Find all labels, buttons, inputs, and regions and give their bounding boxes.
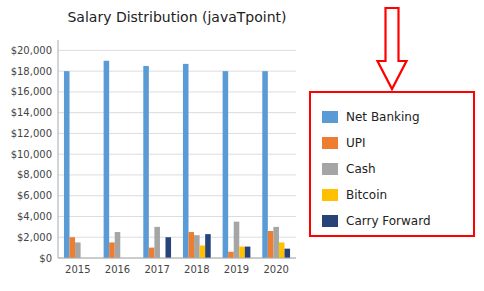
- bar: [143, 66, 149, 258]
- bar: [149, 248, 155, 258]
- bar: [228, 252, 234, 258]
- grid-line: [58, 154, 296, 155]
- bar: [75, 242, 81, 258]
- legend-swatch: [322, 111, 338, 123]
- y-tick-label: $10,000: [11, 149, 52, 160]
- y-tick-label: $14,000: [11, 107, 52, 118]
- y-tick-label: $0: [39, 253, 52, 264]
- grid-line: [58, 258, 296, 259]
- x-tick-label: 2020: [263, 264, 288, 275]
- legend: Net Banking UPI Cash Bitcoin Carry Forward: [310, 92, 474, 236]
- legend-swatch: [322, 137, 338, 149]
- y-tick-label: $6,000: [17, 190, 52, 201]
- bars: [64, 61, 290, 258]
- bar: [234, 222, 240, 258]
- legend-swatch: [322, 163, 338, 175]
- bar: [284, 249, 290, 258]
- chart: Salary Distribution (javaTpoint) $0 $2,000…: [0, 0, 484, 291]
- grid-line: [58, 195, 296, 196]
- grid-line: [58, 174, 296, 175]
- legend-swatch: [322, 215, 338, 227]
- legend-label: UPI: [346, 136, 366, 150]
- bar: [205, 234, 211, 258]
- x-tick-label: 2015: [65, 264, 90, 275]
- bar: [279, 242, 285, 258]
- x-tick-label: 2017: [144, 264, 169, 275]
- grid-line: [58, 91, 296, 92]
- bar: [109, 242, 115, 258]
- y-tick-label: $8,000: [17, 169, 52, 180]
- arrow: [378, 8, 407, 89]
- grid-line: [58, 50, 296, 51]
- bar: [200, 246, 206, 258]
- legend-label: Net Banking: [346, 110, 420, 124]
- bar: [70, 237, 76, 258]
- bar: [64, 71, 70, 258]
- bar: [104, 61, 110, 258]
- grid-line: [58, 112, 296, 113]
- bar: [262, 71, 268, 258]
- x-tick-label: 2019: [224, 264, 249, 275]
- bar: [239, 247, 245, 258]
- x-tick-label: 2018: [184, 264, 209, 275]
- bar: [245, 247, 251, 258]
- legend-label: Carry Forward: [346, 214, 431, 228]
- legend-label: Cash: [346, 162, 376, 176]
- legend-swatch: [322, 189, 338, 201]
- bar: [183, 64, 189, 258]
- y-tick-label: $12,000: [11, 128, 52, 139]
- grid-line: [58, 71, 296, 72]
- y-tick-label: $16,000: [11, 86, 52, 97]
- bar: [273, 227, 279, 258]
- bar: [223, 71, 229, 258]
- y-tick-label: $18,000: [11, 66, 52, 77]
- bar: [154, 227, 160, 258]
- bar: [189, 232, 195, 258]
- title: Salary Distribution (javaTpoint): [67, 9, 286, 25]
- x-tick-label: 2016: [105, 264, 130, 275]
- grid-line: [58, 216, 296, 217]
- grid-line: [58, 237, 296, 238]
- y-tick-label: $4,000: [17, 211, 52, 222]
- grid-line: [58, 133, 296, 134]
- y-tick-label: $20,000: [11, 45, 52, 56]
- bar: [115, 232, 121, 258]
- y-axis-line: [58, 40, 59, 258]
- bar: [194, 235, 200, 258]
- legend-box: [310, 92, 474, 236]
- x-axis-line: [58, 258, 296, 259]
- bar: [165, 237, 171, 258]
- legend-label: Bitcoin: [346, 188, 387, 202]
- y-tick-label: $2,000: [17, 232, 52, 243]
- bar: [268, 231, 274, 258]
